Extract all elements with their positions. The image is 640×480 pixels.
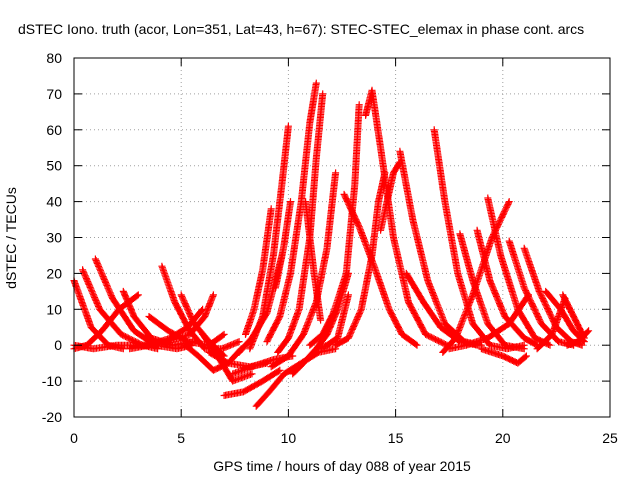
y-tick-label: 20 (46, 265, 62, 281)
series-28 (332, 169, 389, 349)
x-tick-label: 10 (281, 430, 297, 446)
series-39 (477, 345, 530, 367)
series-markers (263, 79, 320, 346)
series-markers (332, 169, 389, 349)
series-19 (263, 79, 320, 346)
y-tick-label: 0 (54, 337, 62, 353)
series-45 (563, 327, 593, 349)
y-tick-label: 30 (46, 230, 62, 246)
x-tick-label: 15 (388, 430, 404, 446)
series-markers (267, 169, 340, 371)
series-31 (396, 147, 485, 349)
y-tick-label: -10 (42, 373, 62, 389)
x-axis-title: GPS time / hours of day 088 of year 2015 (213, 458, 471, 474)
series-markers (473, 226, 541, 349)
y-tick-label: -20 (42, 409, 62, 425)
series-36 (473, 226, 541, 349)
y-tick-label: 10 (46, 301, 62, 317)
series-25 (306, 101, 363, 349)
series-21 (272, 198, 294, 292)
series-markers (563, 327, 593, 349)
x-axis-ticks: 0 5 10 15 20 25 (70, 58, 618, 446)
series-markers (220, 366, 284, 399)
series-markers (396, 147, 485, 349)
y-tick-label: 60 (46, 122, 62, 138)
series-4 (91, 255, 196, 353)
series-layer (70, 79, 593, 410)
series-24 (302, 198, 325, 324)
series-markers (314, 291, 352, 353)
x-tick-label: 20 (495, 430, 511, 446)
series-38 (484, 194, 554, 349)
series-20 (267, 169, 340, 371)
series-18 (246, 122, 292, 353)
series-16 (242, 205, 275, 338)
y-tick-label: 70 (46, 86, 62, 102)
series-markers (91, 255, 196, 353)
series-markers (430, 126, 528, 353)
series-markers (272, 198, 294, 292)
series-30 (377, 158, 404, 234)
series-35 (456, 230, 528, 353)
series-11 (199, 330, 256, 385)
series-26 (314, 291, 352, 353)
y-axis-ticks: -20 -10 0 10 20 30 40 50 60 70 80 (42, 50, 610, 425)
y-tick-label: 80 (46, 50, 62, 66)
y-tick-label: 40 (46, 194, 62, 210)
x-tick-label: 25 (602, 430, 618, 446)
x-tick-label: 0 (70, 430, 78, 446)
series-markers (302, 198, 325, 324)
series-markers (246, 122, 292, 353)
series-markers (456, 230, 528, 353)
chart-title: dSTEC Iono. truth (acor, Lon=351, Lat=43… (18, 21, 584, 37)
series-markers (377, 158, 404, 234)
series-13 (220, 366, 284, 399)
series-37 (445, 291, 532, 353)
y-tick-label: 50 (46, 158, 62, 174)
series-markers (484, 194, 554, 349)
grid-lines (74, 58, 610, 417)
series-33 (430, 126, 528, 353)
x-tick-label: 5 (177, 430, 185, 446)
series-markers (477, 345, 530, 367)
series-markers (445, 291, 532, 353)
series-markers (306, 101, 363, 349)
y-axis-title: dSTEC / TECUs (3, 187, 19, 289)
series-markers (199, 330, 256, 385)
series-markers (242, 205, 275, 338)
